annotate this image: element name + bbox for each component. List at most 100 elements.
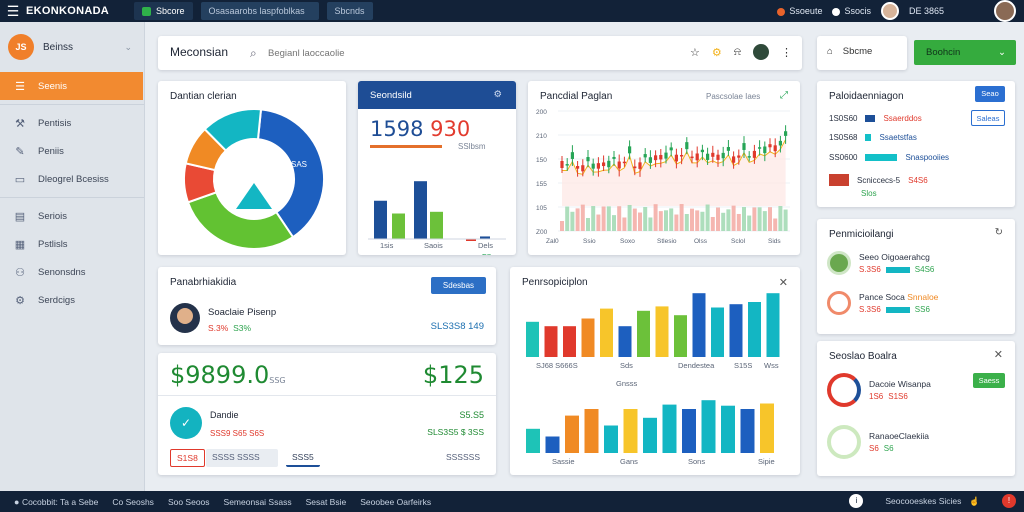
search-icon[interactable]: ⌕ bbox=[250, 46, 257, 60]
bar bbox=[711, 307, 724, 357]
footer-item[interactable]: Seoobee Oarfeirks bbox=[360, 496, 432, 507]
candle-body bbox=[742, 143, 746, 150]
candle-body bbox=[674, 154, 678, 162]
bar bbox=[721, 405, 735, 453]
meta-bar bbox=[885, 306, 910, 313]
divider bbox=[0, 197, 144, 198]
sidebar-profile[interactable]: JS Beinss ⌄ bbox=[0, 22, 144, 72]
profile-avatar[interactable] bbox=[994, 0, 1016, 22]
volume-bar bbox=[695, 210, 700, 231]
tick-label: Wss bbox=[764, 361, 779, 370]
bar bbox=[662, 404, 677, 453]
person-meta-b: S3% bbox=[233, 323, 252, 333]
sidebar-item-senonsdns[interactable]: ⚇ Senonsdns bbox=[0, 258, 144, 286]
list-item: SS0600 Snaspooiies bbox=[829, 151, 949, 163]
status-dot-icon bbox=[777, 7, 786, 16]
list-item[interactable]: Pance Soca Snnaloe S.3S6 SS6 bbox=[827, 291, 938, 315]
plist-button-2[interactable]: Saleas bbox=[971, 110, 1005, 126]
search-input[interactable] bbox=[268, 44, 568, 62]
candle-body bbox=[617, 161, 621, 169]
bell-icon[interactable]: ⍾ bbox=[733, 45, 741, 58]
plist-button[interactable]: Seao bbox=[975, 86, 1005, 102]
avatar[interactable] bbox=[880, 2, 899, 20]
close-icon[interactable]: ✕ bbox=[778, 277, 788, 289]
candle-body bbox=[622, 161, 626, 164]
sessions-button[interactable]: Saess bbox=[973, 373, 1005, 388]
settings-icon[interactable]: ⚙ bbox=[493, 89, 502, 100]
volume-bar bbox=[721, 212, 726, 231]
chip[interactable]: SSSSSS bbox=[445, 452, 480, 462]
refresh-icon[interactable]: ↻ bbox=[994, 227, 1003, 238]
candle-body bbox=[747, 156, 751, 158]
top-bar: ☰ EKONKONADA Sbcore Osasaarobs laspfoblk… bbox=[0, 0, 1024, 22]
session-name: Dacoie Wisanpa bbox=[869, 379, 931, 389]
row-value: 1S0S60 bbox=[829, 113, 858, 123]
volume-bar bbox=[674, 214, 679, 231]
info-icon[interactable]: i bbox=[849, 494, 864, 508]
mini-avatar[interactable] bbox=[753, 44, 769, 60]
sidebar-item-peniis[interactable]: ✎ Peniis bbox=[0, 137, 144, 165]
bar bbox=[637, 310, 650, 357]
primary-action-button[interactable]: Boohcin ⌄ bbox=[914, 40, 1016, 65]
chip[interactable]: S1S8 bbox=[170, 449, 205, 467]
bar bbox=[682, 409, 696, 453]
footer-item[interactable]: Co Seoshs bbox=[112, 496, 154, 507]
list-item[interactable]: Dacoie Wisanpa 1S6 S1S6 bbox=[827, 373, 931, 407]
total-bar-chart: 1sis Saois Dels ES bbox=[368, 181, 506, 255]
chevron-down-icon[interactable]: ⌄ bbox=[124, 41, 132, 52]
tick-label: Olss bbox=[694, 238, 708, 245]
thumb-icon[interactable]: ☝ bbox=[969, 495, 980, 506]
candle-body bbox=[633, 166, 637, 169]
tick-label: Saois bbox=[424, 241, 443, 250]
filter-select[interactable]: ⌂ Sbcme bbox=[817, 36, 907, 70]
bar bbox=[526, 428, 540, 453]
candle-body bbox=[586, 157, 590, 162]
sidebar-item-folder[interactable]: ▭ Dleogrel Bcesiss bbox=[0, 165, 144, 193]
candle-body bbox=[669, 147, 673, 151]
candle-body bbox=[576, 166, 580, 169]
chip[interactable]: SSS5 bbox=[286, 449, 320, 467]
footer-item[interactable]: Sesat Bsie bbox=[305, 496, 347, 507]
profiles-title: Penmicioilangi bbox=[829, 229, 894, 240]
tab-search[interactable]: Osasaarobs laspfoblkas bbox=[200, 2, 319, 20]
tab-other[interactable]: Sbcnds bbox=[326, 2, 373, 20]
more-icon[interactable]: ⋮ bbox=[781, 46, 792, 59]
person-button[interactable]: Sdesbas bbox=[431, 277, 486, 294]
row-label: S4S6 bbox=[908, 175, 928, 185]
total-underline bbox=[370, 145, 442, 148]
bar bbox=[655, 306, 669, 357]
status-item[interactable]: Ssoeute bbox=[777, 6, 822, 16]
close-icon[interactable]: ✕ bbox=[993, 349, 1003, 361]
sidebar-item-label: Peniis bbox=[38, 145, 64, 157]
tab-home[interactable]: Sbcore bbox=[134, 2, 193, 20]
footer-item[interactable]: Semeonsai Ssass bbox=[223, 496, 292, 507]
sidebar-item-seriois[interactable]: ▤ Seriois bbox=[0, 202, 144, 230]
menu-icon[interactable]: ☰ bbox=[6, 2, 20, 19]
bar bbox=[480, 236, 490, 239]
volume-bar bbox=[783, 209, 788, 231]
tick-label: Z00 bbox=[536, 229, 548, 236]
candle-body bbox=[560, 161, 564, 168]
settings-gear-icon[interactable]: ⚙ bbox=[711, 46, 722, 59]
sidebar-item-pentisis[interactable]: ⚒ Pentisis bbox=[0, 109, 144, 137]
bar bbox=[430, 211, 443, 239]
sidebar-item-pstlisls[interactable]: ▦ Pstlisls bbox=[0, 230, 144, 258]
list-item[interactable]: RanaoeClaekiia S6 S6 bbox=[827, 425, 929, 459]
star-icon[interactable]: ☆ bbox=[689, 46, 700, 59]
user-item[interactable]: Ssocis bbox=[832, 6, 871, 16]
person-card: Panabrhiakidia Sdesbas Soaclaie Pisenp S… bbox=[158, 267, 496, 345]
list-item[interactable]: Seeo Oigoaerahcg S.3S6 S4S6 bbox=[827, 251, 934, 275]
volume-bar bbox=[606, 206, 611, 231]
sidebar-item-seenis[interactable]: ☰ Seenis bbox=[0, 72, 143, 100]
candle-body bbox=[648, 157, 652, 163]
footer-item[interactable]: Soo Seoos bbox=[167, 496, 210, 507]
sidebar-item-serdcigs[interactable]: ⚙ Serdcigs bbox=[0, 286, 144, 314]
notification-icon[interactable]: ! bbox=[1002, 494, 1016, 508]
expand-icon[interactable]: ⤢ bbox=[780, 90, 788, 101]
volume-bar bbox=[710, 216, 715, 231]
person-value: SLS3S8 149 bbox=[430, 321, 484, 332]
chip[interactable]: SSSS SSSS bbox=[206, 449, 278, 467]
volume-bar bbox=[586, 217, 590, 231]
volume-bar bbox=[648, 217, 653, 231]
footer-item[interactable]: ● Cocobbit: Ta a Sebe bbox=[14, 497, 98, 507]
